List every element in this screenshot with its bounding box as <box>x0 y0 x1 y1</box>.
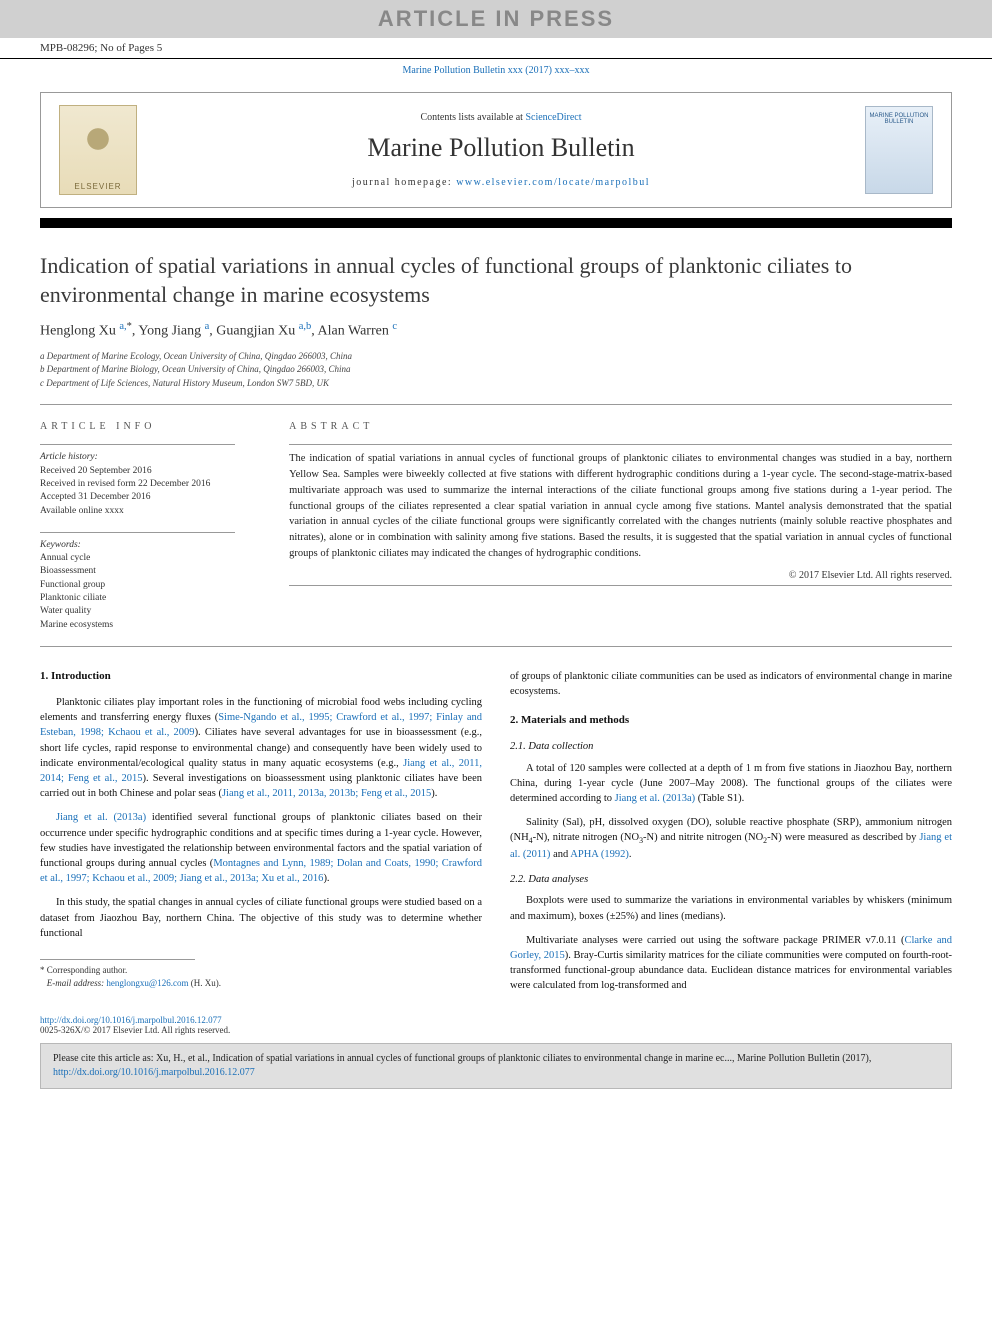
history-received: Received 20 September 2016 <box>40 465 257 478</box>
divider <box>40 444 235 445</box>
intro-paragraph-2: Jiang et al. (2013a) identified several … <box>40 810 482 886</box>
article-info-label: ARTICLE INFO <box>40 421 257 432</box>
abstract-column: ABSTRACT The indication of spatial varia… <box>277 421 952 632</box>
citation-link[interactable]: APHA (1992) <box>570 849 629 860</box>
header-center: Contents lists available at ScienceDirec… <box>137 112 865 188</box>
divider <box>289 444 952 445</box>
sciencedirect-link[interactable]: ScienceDirect <box>525 112 581 123</box>
intro-paragraph-1: Planktonic ciliates play important roles… <box>40 695 482 802</box>
article-title: Indication of spatial variations in annu… <box>0 228 992 321</box>
data-collection-p2: Salinity (Sal), pH, dissolved oxygen (DO… <box>510 815 952 862</box>
introduction-heading: 1. Introduction <box>40 669 482 685</box>
right-column: of groups of planktonic ciliate communit… <box>510 669 952 1003</box>
article-history: Article history: Received 20 September 2… <box>40 451 257 517</box>
email-suffix: (H. Xu). <box>188 978 221 988</box>
keyword: Marine ecosystems <box>40 619 257 632</box>
contents-prefix: Contents lists available at <box>420 112 525 123</box>
text: ). Bray-Curtis similarity matrices for t… <box>510 950 952 991</box>
text: -N) were measured as described by <box>767 832 919 843</box>
left-column: 1. Introduction Planktonic ciliates play… <box>40 669 482 1003</box>
citation-link[interactable]: Jiang et al. (2013a) <box>56 812 146 823</box>
email-link[interactable]: henglongxu@126.com <box>106 978 188 988</box>
text: Multivariate analyses were carried out u… <box>526 935 904 946</box>
article-in-press-banner: ARTICLE IN PRESS <box>0 0 992 38</box>
elsevier-logo-text: ELSEVIER <box>74 182 121 194</box>
affiliations: a Department of Marine Ecology, Ocean Un… <box>0 350 992 405</box>
intro-continuation: of groups of planktonic ciliate communit… <box>510 669 952 699</box>
text: (Table S1). <box>695 793 744 804</box>
citation-box: Please cite this article as: Xu, H., et … <box>40 1043 952 1089</box>
keywords-block: Keywords: Annual cycle Bioassessment Fun… <box>40 532 257 632</box>
footnote-separator <box>40 959 195 960</box>
keyword: Water quality <box>40 605 257 618</box>
methods-heading: 2. Materials and methods <box>510 713 952 729</box>
text: -N) and nitrite nitrogen (NO <box>643 832 763 843</box>
meta-row: ARTICLE INFO Article history: Received 2… <box>40 404 952 632</box>
keyword: Planktonic ciliate <box>40 592 257 605</box>
body-columns: 1. Introduction Planktonic ciliates play… <box>40 669 952 1003</box>
journal-reference: Marine Pollution Bulletin xxx (2017) xxx… <box>0 59 992 82</box>
abstract-copyright: © 2017 Elsevier Ltd. All rights reserved… <box>289 570 952 581</box>
text: ). <box>431 788 437 799</box>
history-online: Available online xxxx <box>40 505 257 518</box>
abstract-text: The indication of spatial variations in … <box>289 451 952 561</box>
homepage-prefix: journal homepage: <box>352 177 456 188</box>
affiliation-b: b Department of Marine Biology, Ocean Un… <box>40 363 952 377</box>
history-revised: Received in revised form 22 December 201… <box>40 478 257 491</box>
cite-doi-link[interactable]: http://dx.doi.org/10.1016/j.marpolbul.20… <box>53 1067 255 1078</box>
doi-link[interactable]: http://dx.doi.org/10.1016/j.marpolbul.20… <box>40 1015 222 1025</box>
contents-line: Contents lists available at ScienceDirec… <box>137 112 865 123</box>
citation-link[interactable]: Jiang et al., 2011, 2013a, 2013b; Feng e… <box>222 788 431 799</box>
text: and <box>550 849 570 860</box>
data-analyses-p1: Boxplots were used to summarize the vari… <box>510 893 952 923</box>
header-black-bar <box>40 218 952 228</box>
intro-paragraph-3: In this study, the spatial changes in an… <box>40 895 482 941</box>
history-label: Article history: <box>40 451 257 464</box>
corresponding-label: * Corresponding author. <box>40 964 482 977</box>
meta-bottom-rule <box>40 646 952 647</box>
text: ). <box>323 873 329 884</box>
homepage-line: journal homepage: www.elsevier.com/locat… <box>137 177 865 188</box>
divider <box>40 532 235 533</box>
journal-cover-thumbnail: MARINE POLLUTION BULLETIN <box>865 106 933 194</box>
email-label: E-mail address: <box>47 978 107 988</box>
divider <box>289 585 952 586</box>
keyword: Bioassessment <box>40 565 257 578</box>
affiliation-c: c Department of Life Sciences, Natural H… <box>40 377 952 391</box>
journal-name: Marine Pollution Bulletin <box>137 133 865 163</box>
citation-link[interactable]: Jiang et al. (2013a) <box>615 793 695 804</box>
elsevier-logo: ELSEVIER <box>59 105 137 195</box>
data-analyses-heading: 2.2. Data analyses <box>510 872 952 887</box>
data-collection-p1: A total of 120 samples were collected at… <box>510 761 952 807</box>
corresponding-author-footnote: * Corresponding author. E-mail address: … <box>40 964 482 989</box>
article-id-line: MPB-08296; No of Pages 5 <box>0 38 992 59</box>
email-line: E-mail address: henglongxu@126.com (H. X… <box>40 977 482 990</box>
issn-copyright: 0025-326X/© 2017 Elsevier Ltd. All right… <box>40 1025 230 1035</box>
journal-header-box: ELSEVIER Contents lists available at Sci… <box>40 92 952 208</box>
abstract-label: ABSTRACT <box>289 421 952 432</box>
history-accepted: Accepted 31 December 2016 <box>40 491 257 504</box>
keywords-label: Keywords: <box>40 539 257 552</box>
cite-text: Please cite this article as: Xu, H., et … <box>53 1053 871 1064</box>
keyword: Annual cycle <box>40 552 257 565</box>
data-analyses-p2: Multivariate analyses were carried out u… <box>510 933 952 994</box>
journal-ref-link[interactable]: Marine Pollution Bulletin xxx (2017) xxx… <box>403 65 590 76</box>
doi-block: http://dx.doi.org/10.1016/j.marpolbul.20… <box>40 1015 952 1035</box>
text: . <box>629 849 632 860</box>
affiliation-a: a Department of Marine Ecology, Ocean Un… <box>40 350 952 364</box>
homepage-link[interactable]: www.elsevier.com/locate/marpolbul <box>456 177 650 188</box>
data-collection-heading: 2.1. Data collection <box>510 739 952 754</box>
text: -N), nitrate nitrogen (NO <box>533 832 639 843</box>
article-info-column: ARTICLE INFO Article history: Received 2… <box>40 421 277 632</box>
authors-line: Henglong Xu a,*, Yong Jiang a, Guangjian… <box>0 321 992 350</box>
keyword: Functional group <box>40 579 257 592</box>
